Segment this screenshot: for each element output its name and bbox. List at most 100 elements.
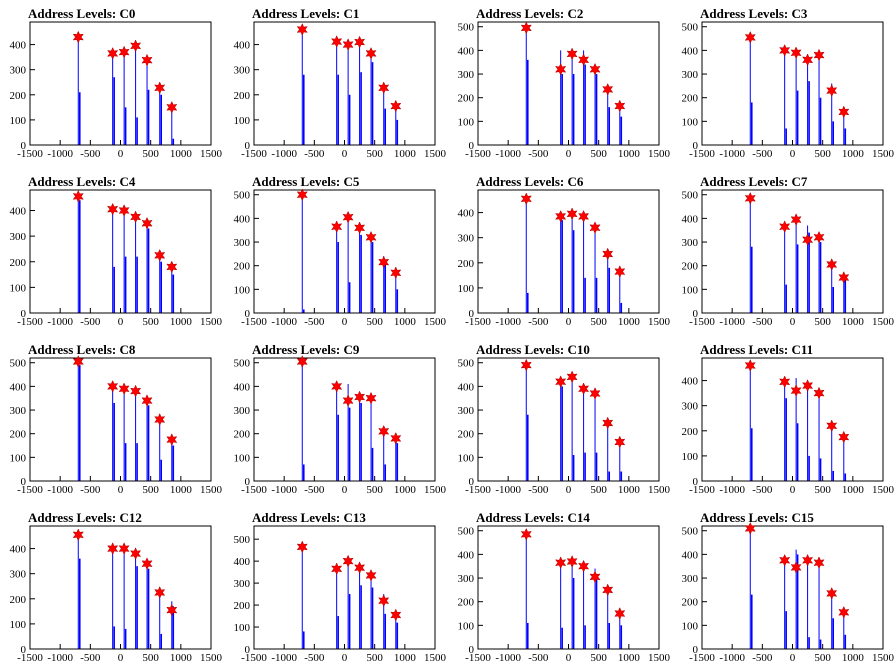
y-tick-label: 200: [682, 261, 699, 273]
chart-title: Address Levels: C5: [252, 174, 360, 189]
y-tick-label: 400: [682, 213, 699, 225]
peak-marker: [838, 605, 850, 619]
peak-marker: [813, 230, 825, 244]
peak-marker: [107, 542, 119, 556]
peak-marker: [107, 202, 119, 216]
x-tick-label: -500: [80, 652, 101, 664]
x-tick-label: 1500: [424, 148, 447, 160]
x-tick-label: -500: [80, 148, 101, 160]
peak-marker: [555, 62, 567, 76]
peak-marker: [296, 540, 308, 554]
x-tick-label: 1000: [394, 148, 417, 160]
x-tick-label: -500: [528, 652, 549, 664]
peak-marker: [826, 586, 838, 600]
peak-marker: [354, 390, 366, 404]
peak-marker: [296, 188, 308, 202]
x-tick-label: 1000: [618, 652, 641, 664]
y-tick-label: 100: [458, 452, 475, 464]
y-tick-label: 300: [458, 233, 475, 245]
y-tick-label: 400: [458, 549, 475, 561]
peak-marker: [826, 84, 838, 98]
y-tick-label: 100: [10, 619, 27, 631]
peak-marker: [578, 559, 590, 573]
peak-marker: [566, 555, 578, 568]
chart-panel: 0 100 200 300 400 500 -1500 -1000 -500 0 500 1000 15…: [448, 0, 672, 168]
x-tick-label: 500: [590, 148, 607, 160]
chart-title: Address Levels: C15: [700, 510, 814, 525]
x-tick-label: 1000: [170, 484, 193, 496]
x-tick-label: -500: [752, 652, 773, 664]
chart-svg: 0 100 200 300 400 500 -1500 -1000 -500 0 500 1000 15…: [234, 355, 447, 496]
peak-marker: [390, 608, 402, 622]
chart-svg: 0 100 200 300 400 -1500 -1000 -500 0 500 1000 1500: [10, 21, 223, 160]
y-tick-label: 100: [10, 452, 27, 464]
x-tick-label: -1000: [271, 316, 297, 328]
peak-marker: [296, 355, 308, 368]
x-tick-label: 1000: [842, 316, 865, 328]
x-tick-label: -1500: [241, 316, 267, 328]
x-tick-label: -1500: [465, 316, 491, 328]
y-tick-label: 100: [458, 620, 475, 632]
peak-marker: [813, 48, 825, 62]
peak-marker: [331, 379, 343, 393]
peak-marker: [826, 258, 838, 271]
y-tick-label: 200: [234, 429, 251, 441]
peak-marker: [779, 220, 791, 234]
x-tick-label: -1500: [17, 652, 43, 664]
y-tick-label: 400: [234, 556, 251, 568]
y-tick-label: 0: [469, 140, 475, 152]
x-tick-label: 0: [118, 148, 124, 160]
y-tick-label: 300: [10, 405, 27, 417]
x-tick-label: 1500: [424, 316, 447, 328]
peak-marker: [802, 233, 814, 247]
chart-svg: 0 100 200 300 400 -1500 -1000 -500 0 500 1000 1500: [458, 189, 671, 328]
chart-panel: 0 100 200 300 400 500 -1500 -1000 -500 0 500 1000 15…: [224, 168, 448, 336]
peak-marker: [838, 430, 850, 444]
y-tick-label: 200: [234, 600, 251, 612]
peak-marker: [589, 62, 601, 76]
chart-panel: 0 100 200 300 400 500 -1500 -1000 -500 0 500 1000 15…: [448, 336, 672, 504]
chart-svg: 0 100 200 300 400 500 -1500 -1000 -500 0 500 1000 15…: [682, 189, 895, 328]
peak-marker: [354, 221, 366, 235]
peak-marker: [790, 213, 802, 227]
chart-panel: 0 100 200 300 400 500 -1500 -1000 -500 0 500 1000 15…: [448, 504, 672, 672]
y-tick-label: 300: [458, 573, 475, 585]
plot-frame: [477, 525, 660, 650]
y-tick-label: 500: [234, 358, 251, 370]
peak-marker: [390, 99, 402, 113]
peak-marker: [390, 266, 402, 280]
peak-marker: [354, 561, 366, 575]
peak-marker: [602, 247, 614, 261]
x-tick-label: 1500: [424, 484, 447, 496]
chart-title: Address Levels: C2: [476, 6, 584, 21]
y-tick-label: 400: [10, 40, 27, 52]
peak-marker: [378, 255, 390, 269]
y-tick-label: 100: [458, 283, 475, 295]
x-tick-label: 1500: [872, 316, 895, 328]
y-tick-label: 400: [10, 544, 27, 556]
x-tick-label: 0: [342, 316, 348, 328]
y-tick-label: 500: [682, 22, 699, 34]
peak-marker: [790, 560, 802, 574]
x-tick-label: 0: [790, 652, 796, 664]
peak-marker: [779, 43, 791, 57]
x-tick-label: 0: [790, 148, 796, 160]
x-tick-label: -500: [304, 484, 325, 496]
chart-title: Address Levels: C8: [28, 342, 136, 357]
x-tick-label: 1500: [200, 652, 223, 664]
chart-svg: 0 100 200 300 400 -1500 -1000 -500 0 500 1000 1500: [10, 525, 223, 664]
peak-marker: [813, 386, 825, 400]
chart-title: Address Levels: C12: [28, 510, 142, 525]
chart-panel: 0 100 200 300 400 500 -1500 -1000 -500 0 500 1000 15…: [224, 336, 448, 504]
peak-marker: [354, 35, 366, 49]
y-tick-label: 100: [682, 284, 699, 296]
chart-title: Address Levels: C6: [476, 174, 584, 189]
plot-frame: [253, 21, 436, 146]
y-tick-label: 200: [234, 261, 251, 273]
peak-marker: [589, 570, 601, 584]
peak-marker: [130, 547, 142, 561]
x-tick-label: -1000: [719, 148, 745, 160]
chart-panel: 0 100 200 300 400 -1500 -1000 -500 0 500 1000 1500 A…: [0, 0, 224, 168]
peak-marker: [365, 46, 377, 60]
peak-marker: [779, 375, 791, 389]
